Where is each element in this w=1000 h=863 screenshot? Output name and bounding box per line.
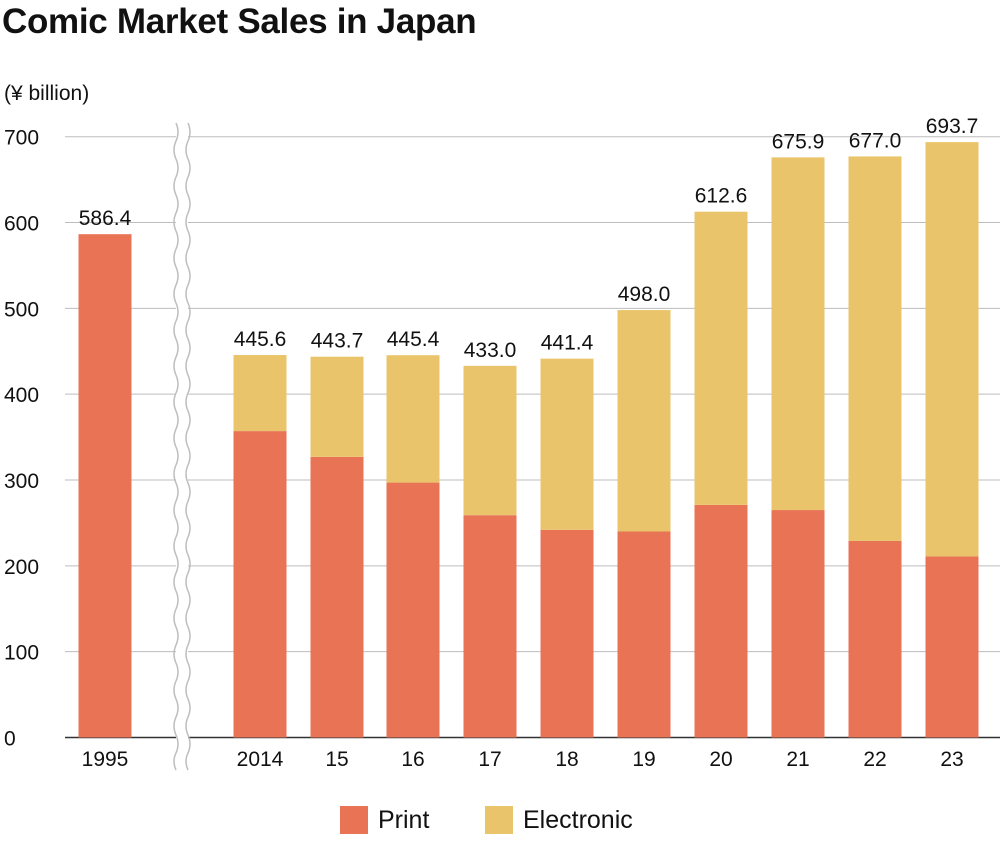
y-tick-label: 300 bbox=[4, 470, 39, 493]
x-tick-label: 16 bbox=[401, 748, 424, 771]
legend-item-electronic: Electronic bbox=[485, 800, 633, 840]
x-tick-label: 2014 bbox=[237, 748, 284, 771]
bar-total-label: 675.9 bbox=[772, 130, 825, 153]
bar-print-19 bbox=[617, 531, 671, 738]
legend-label-electronic: Electronic bbox=[523, 805, 633, 834]
axis-break-line bbox=[173, 122, 179, 771]
bar-total-label: 612.6 bbox=[695, 185, 748, 208]
bar-electronic-23 bbox=[925, 142, 979, 557]
bar-electronic-19 bbox=[617, 310, 671, 532]
bar-electronic-2014 bbox=[233, 355, 287, 432]
bar-total-label: 445.6 bbox=[234, 328, 287, 351]
axis-break-band bbox=[176, 123, 188, 770]
legend-item-print: Print bbox=[340, 800, 429, 840]
axis-break-line bbox=[185, 122, 191, 771]
bar-print-22 bbox=[848, 540, 902, 738]
bar-electronic-15 bbox=[310, 356, 364, 457]
bar-chart: 0 100 200 300 400 500 600 700 586.4 1995 445.6 2014… bbox=[4, 115, 1000, 771]
x-tick-label: 20 bbox=[709, 748, 732, 771]
y-tick-label: 100 bbox=[4, 642, 39, 665]
y-tick-label: 500 bbox=[4, 298, 39, 321]
chart-title: Comic Market Sales in Japan bbox=[2, 2, 477, 41]
y-tick-label: 400 bbox=[4, 384, 39, 407]
x-tick-label: 18 bbox=[555, 748, 578, 771]
bar-print-15 bbox=[310, 456, 364, 738]
x-tick-label: 23 bbox=[940, 748, 963, 771]
bar-electronic-20 bbox=[694, 211, 748, 505]
x-tick-label: 1995 bbox=[82, 748, 129, 771]
y-tick-label: 0 bbox=[4, 728, 16, 751]
bar-total-label: 498.0 bbox=[618, 283, 671, 306]
x-tick-label: 21 bbox=[786, 748, 809, 771]
y-tick-label: 200 bbox=[4, 556, 39, 579]
bar-print-16 bbox=[386, 482, 440, 738]
x-tick-label: 17 bbox=[478, 748, 501, 771]
legend-swatch-print bbox=[340, 806, 368, 834]
y-tick-label: 700 bbox=[4, 127, 39, 150]
bar-electronic-17 bbox=[463, 365, 517, 516]
bar-total-label: 443.7 bbox=[311, 330, 364, 353]
y-axis-unit-label: (¥ billion) bbox=[4, 82, 90, 105]
bar-print-23 bbox=[925, 556, 979, 738]
bar-total-label: 677.0 bbox=[849, 129, 902, 152]
bar-total-label: 693.7 bbox=[926, 115, 979, 138]
bar-print-1995 bbox=[78, 234, 132, 738]
bar-electronic-21 bbox=[771, 157, 825, 511]
bar-print-17 bbox=[463, 515, 517, 738]
bar-total-label: 433.0 bbox=[464, 339, 517, 362]
bar-electronic-18 bbox=[540, 358, 594, 530]
legend-label-print: Print bbox=[378, 805, 430, 834]
y-tick-label: 600 bbox=[4, 213, 39, 236]
bar-print-2014 bbox=[233, 431, 287, 738]
bar-print-20 bbox=[694, 504, 748, 738]
bar-total-label: 586.4 bbox=[79, 207, 132, 230]
bar-total-label: 445.4 bbox=[387, 328, 440, 351]
legend: Print Electronic bbox=[0, 800, 1000, 840]
bar-print-18 bbox=[540, 529, 594, 738]
bar-total-label: 441.4 bbox=[541, 332, 594, 355]
bar-electronic-16 bbox=[386, 355, 440, 483]
x-tick-label: 15 bbox=[325, 748, 348, 771]
legend-swatch-electronic bbox=[485, 806, 513, 834]
x-tick-label: 22 bbox=[863, 748, 886, 771]
bar-print-21 bbox=[771, 510, 825, 738]
x-tick-label: 19 bbox=[632, 748, 655, 771]
bar-electronic-22 bbox=[848, 156, 902, 541]
